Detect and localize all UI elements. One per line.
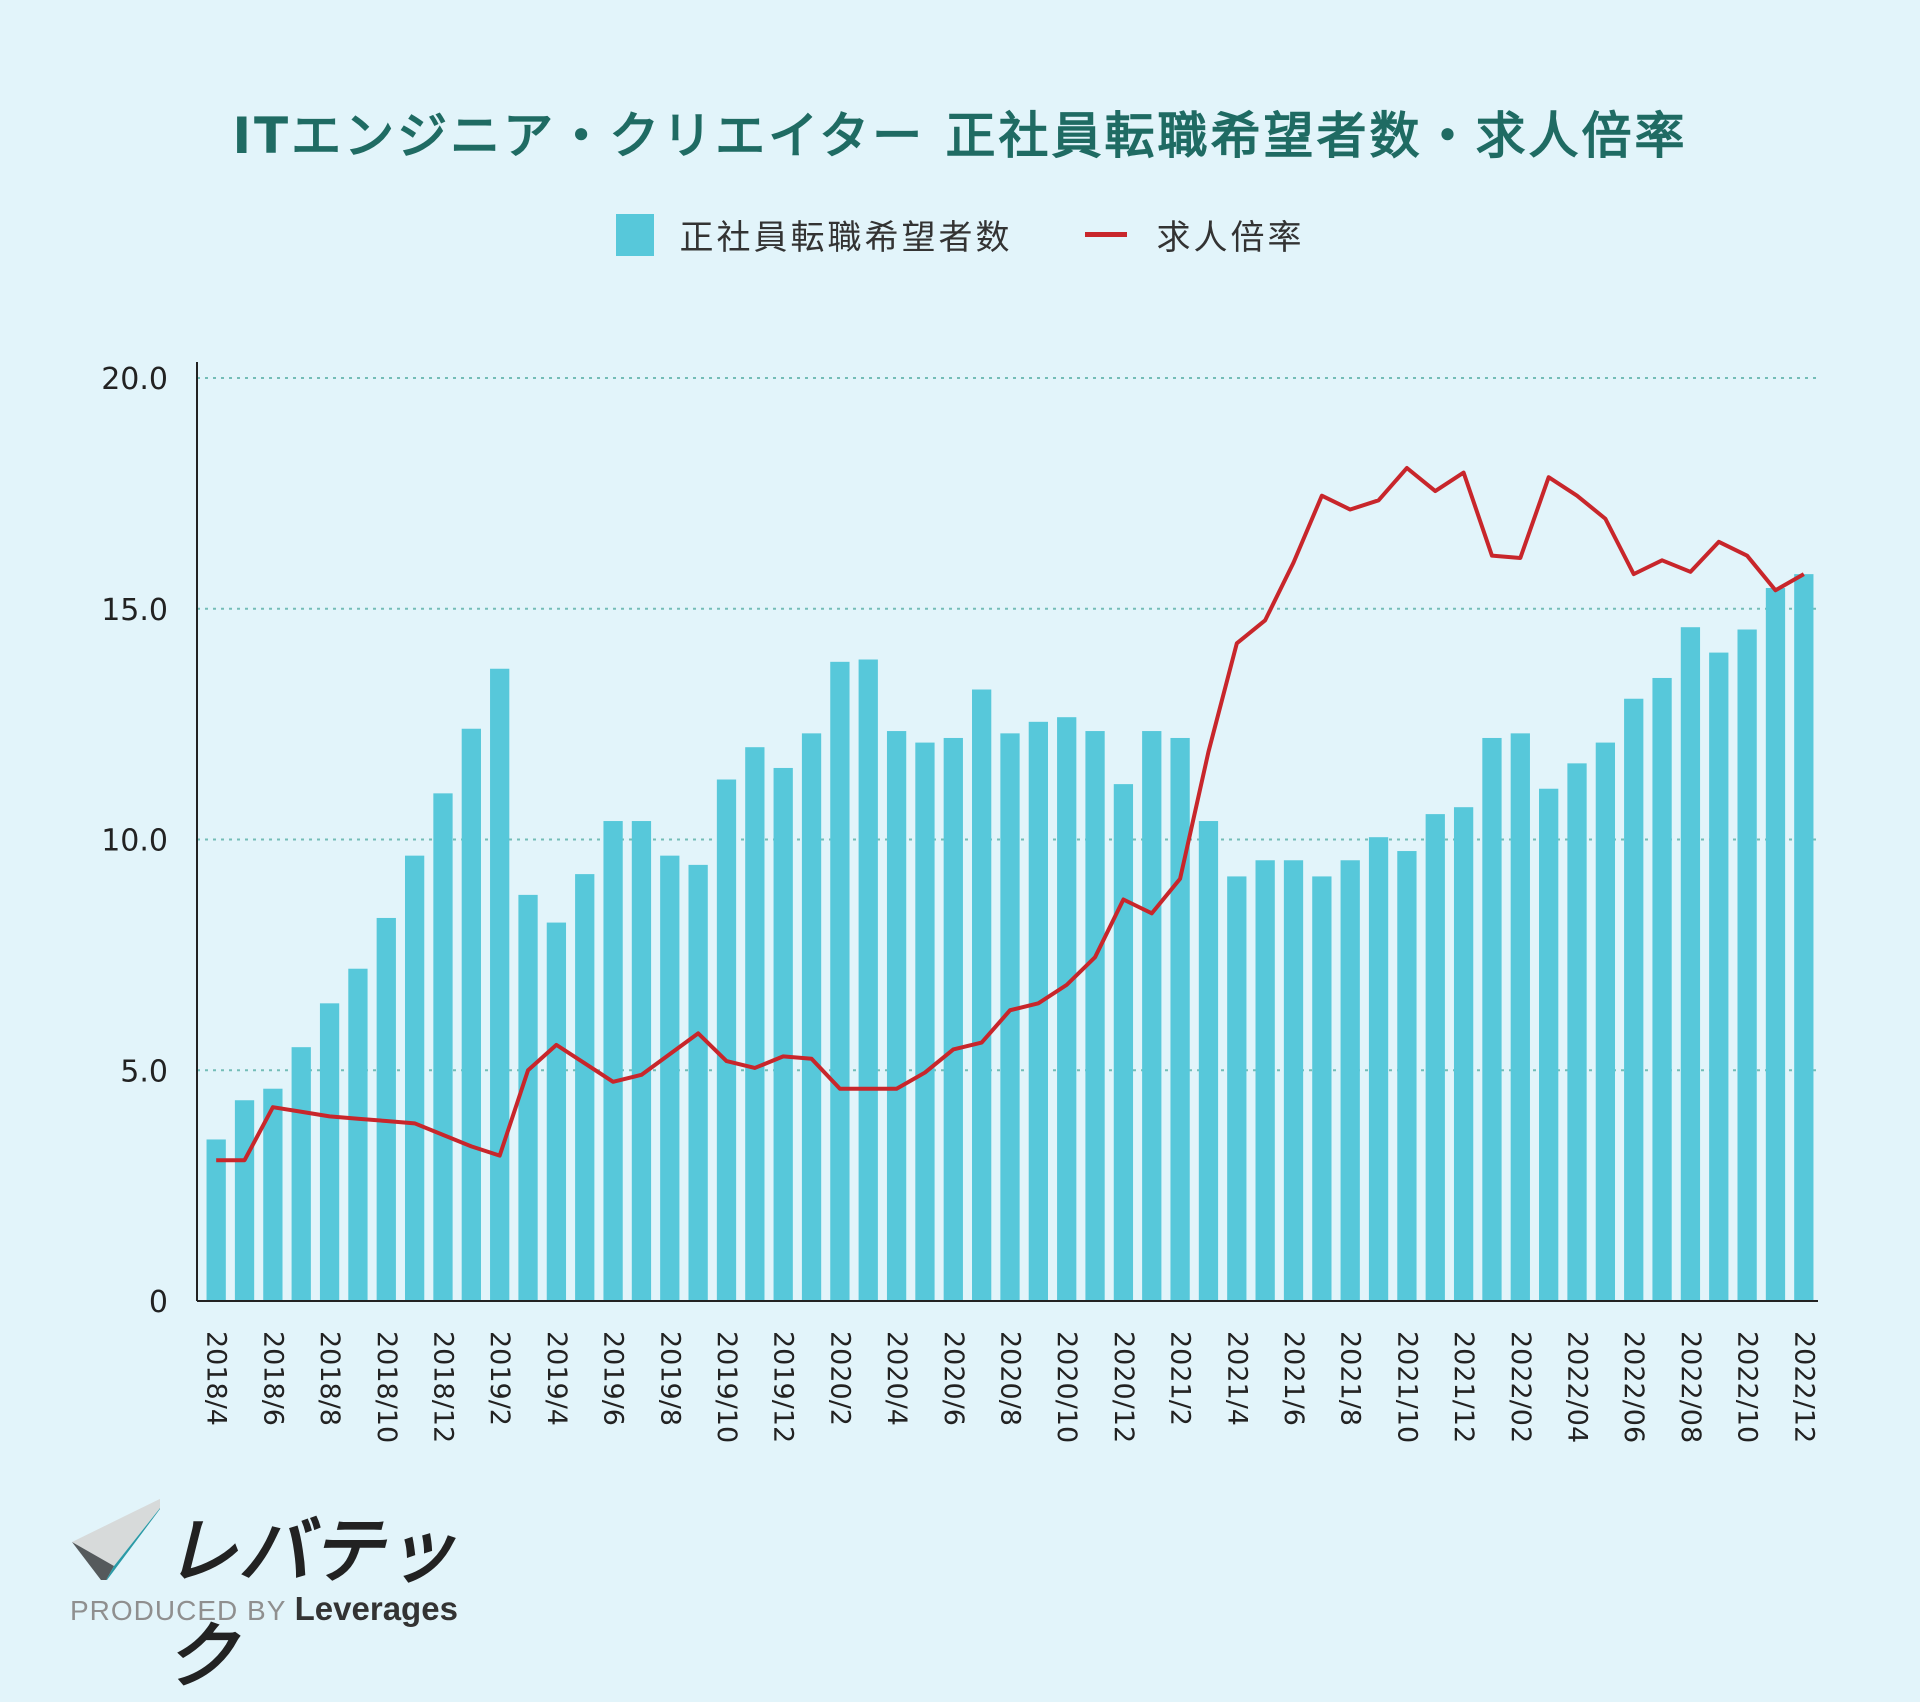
bar	[292, 1047, 311, 1301]
x-tick-label: 2020/6	[938, 1331, 969, 1426]
bar	[1341, 860, 1360, 1301]
bar	[1369, 837, 1388, 1301]
x-tick-label: 2021/2	[1165, 1331, 1196, 1426]
bar	[689, 865, 708, 1301]
logo-mark-icon	[70, 1490, 160, 1580]
x-tick-label: 2019/6	[598, 1331, 629, 1426]
x-tick-label: 2019/12	[768, 1331, 799, 1443]
bar	[972, 690, 991, 1301]
bar	[944, 738, 963, 1301]
bar	[802, 733, 821, 1301]
bar	[1256, 860, 1275, 1301]
x-tick-label: 2018/4	[201, 1331, 232, 1426]
bar	[1199, 821, 1218, 1301]
y-tick-label: 0	[149, 1285, 168, 1320]
x-tick-label: 2020/2	[824, 1331, 855, 1426]
bar	[1681, 627, 1700, 1301]
bar	[405, 856, 424, 1301]
bar	[1312, 876, 1331, 1301]
bar	[1511, 733, 1530, 1301]
bar	[1766, 588, 1785, 1301]
bar	[1596, 743, 1615, 1301]
bar	[1737, 630, 1756, 1301]
x-tick-label: 2021/8	[1335, 1331, 1366, 1426]
bar	[377, 918, 396, 1301]
x-tick-label: 2022/10	[1732, 1331, 1763, 1443]
bar	[1482, 738, 1501, 1301]
bar	[887, 731, 906, 1301]
bar	[1142, 731, 1161, 1301]
bar	[518, 895, 537, 1301]
x-tick-label: 2020/12	[1108, 1331, 1139, 1443]
bar	[745, 747, 764, 1301]
bar	[547, 923, 566, 1301]
bar	[1284, 860, 1303, 1301]
y-tick-label: 5.0	[120, 1054, 168, 1089]
bar	[859, 660, 878, 1301]
bar	[660, 856, 679, 1301]
x-tick-label: 2018/8	[314, 1331, 345, 1426]
bar	[1114, 784, 1133, 1301]
y-tick-label: 15.0	[101, 593, 168, 628]
y-tick-label: 10.0	[101, 824, 168, 859]
bar	[1454, 807, 1473, 1301]
x-tick-label: 2019/2	[484, 1331, 515, 1426]
x-tick-label: 2019/8	[654, 1331, 685, 1426]
bar	[830, 662, 849, 1301]
x-tick-label: 2020/10	[1051, 1331, 1082, 1443]
bar	[1170, 738, 1189, 1301]
x-tick-label: 2020/4	[881, 1331, 912, 1426]
bar	[1652, 678, 1671, 1301]
bar	[320, 1003, 339, 1301]
bar	[575, 874, 594, 1301]
bar	[1794, 574, 1813, 1301]
bar	[1709, 653, 1728, 1301]
produced-by-company: Leverages	[295, 1590, 458, 1627]
produced-by-label: PRODUCED BY	[70, 1595, 286, 1626]
bar	[603, 821, 622, 1301]
bar	[462, 729, 481, 1301]
bar	[915, 743, 934, 1301]
bar	[1539, 789, 1558, 1301]
x-tick-label: 2021/6	[1278, 1331, 1309, 1426]
x-tick-label: 2022/04	[1562, 1331, 1593, 1443]
x-tick-label: 2021/10	[1391, 1331, 1422, 1443]
x-tick-label: 2018/6	[257, 1331, 288, 1426]
brand-logo: レバテック PRODUCED BY Leverages	[70, 1490, 490, 1630]
bar	[1426, 814, 1445, 1301]
x-tick-label: 2022/06	[1618, 1331, 1649, 1443]
bar	[235, 1100, 254, 1301]
bar	[207, 1139, 226, 1301]
bar	[490, 669, 509, 1301]
x-tick-label: 2019/4	[541, 1331, 572, 1426]
x-tick-label: 2019/10	[711, 1331, 742, 1443]
bar	[1227, 876, 1246, 1301]
bar	[632, 821, 651, 1301]
y-tick-label: 20.0	[101, 362, 168, 397]
x-tick-label: 2021/12	[1448, 1331, 1479, 1443]
logo-produced-by: PRODUCED BY Leverages	[70, 1590, 458, 1628]
x-tick-label: 2018/10	[371, 1331, 402, 1443]
bar	[1029, 722, 1048, 1301]
bar	[1624, 699, 1643, 1301]
bar	[1397, 851, 1416, 1301]
x-tick-label: 2022/08	[1675, 1331, 1706, 1443]
bar	[774, 768, 793, 1301]
x-tick-label: 2018/12	[427, 1331, 458, 1443]
bar	[1057, 717, 1076, 1301]
bar	[717, 780, 736, 1301]
bar	[1085, 731, 1104, 1301]
x-tick-label: 2020/8	[995, 1331, 1026, 1426]
bar	[348, 969, 367, 1301]
x-tick-label: 2022/12	[1788, 1331, 1819, 1443]
bar	[433, 793, 452, 1301]
x-tick-label: 2022/02	[1505, 1331, 1536, 1443]
x-tick-label: 2021/4	[1221, 1331, 1252, 1426]
bar-series	[207, 574, 1814, 1301]
bar	[1567, 763, 1586, 1301]
